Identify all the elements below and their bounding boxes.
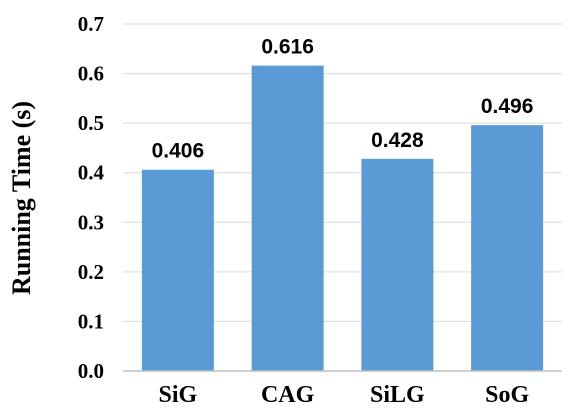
- y-tick-label: 0.4: [78, 161, 105, 185]
- data-label: 0.406: [152, 140, 205, 163]
- bar-silg: [361, 158, 434, 371]
- y-tick-label: 0.5: [78, 111, 104, 135]
- data-label: 0.496: [481, 95, 534, 118]
- y-tick-label: 0.1: [78, 309, 104, 333]
- y-tick-label: 0.7: [78, 12, 104, 36]
- x-axis-ticks: SiG CAG SiLG SoG: [159, 382, 530, 408]
- x-tick-label: SiG: [159, 382, 198, 408]
- x-tick-label: CAG: [261, 382, 315, 408]
- y-tick-label: 0.3: [78, 210, 104, 234]
- y-tick-label: 0.6: [78, 62, 104, 86]
- bars: [141, 65, 544, 371]
- y-axis-label: Running Time (s): [7, 101, 36, 295]
- y-tick-label: 0.0: [78, 359, 104, 383]
- x-tick-label: SoG: [485, 382, 529, 408]
- data-label: 0.616: [261, 36, 314, 59]
- bar-sig: [141, 169, 214, 371]
- bar-cag: [251, 65, 324, 371]
- bar-sog: [471, 125, 544, 371]
- data-label: 0.428: [371, 129, 424, 152]
- y-tick-label: 0.2: [78, 260, 104, 284]
- x-tick-label: SiLG: [370, 382, 425, 408]
- y-axis-ticks: 0.0 0.1 0.2 0.3 0.4 0.5 0.6 0.7: [78, 12, 105, 383]
- data-labels: 0.406 0.616 0.428 0.496: [152, 36, 534, 163]
